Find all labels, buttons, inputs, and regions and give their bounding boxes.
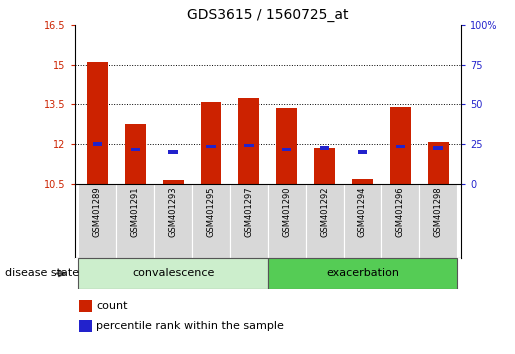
- Bar: [87, 62, 108, 184]
- Text: GSM401292: GSM401292: [320, 186, 329, 237]
- Bar: [78, 300, 92, 312]
- Bar: [306, 184, 344, 258]
- Bar: [125, 124, 146, 184]
- Bar: [277, 108, 297, 184]
- Text: convalescence: convalescence: [132, 268, 214, 279]
- Text: GSM401293: GSM401293: [168, 186, 178, 237]
- Bar: [382, 184, 419, 258]
- Bar: [78, 258, 268, 289]
- Text: exacerbation: exacerbation: [326, 268, 399, 279]
- Bar: [168, 150, 178, 154]
- Text: percentile rank within the sample: percentile rank within the sample: [96, 321, 284, 331]
- Bar: [163, 180, 183, 184]
- Bar: [396, 145, 405, 148]
- Text: disease state: disease state: [5, 268, 79, 279]
- Text: GSM401298: GSM401298: [434, 186, 443, 237]
- Bar: [358, 150, 367, 154]
- Text: GSM401295: GSM401295: [207, 186, 215, 237]
- Text: GSM401289: GSM401289: [93, 186, 102, 237]
- Bar: [192, 184, 230, 258]
- Bar: [78, 184, 116, 258]
- Bar: [268, 258, 457, 289]
- Text: count: count: [96, 301, 127, 311]
- Bar: [154, 184, 192, 258]
- Bar: [434, 147, 443, 149]
- Bar: [200, 102, 221, 184]
- Text: GSM401297: GSM401297: [244, 186, 253, 237]
- Bar: [230, 184, 268, 258]
- Bar: [116, 184, 154, 258]
- Bar: [130, 148, 140, 151]
- Bar: [320, 147, 329, 149]
- Bar: [244, 144, 253, 147]
- Text: GSM401294: GSM401294: [358, 186, 367, 237]
- Text: GSM401296: GSM401296: [396, 186, 405, 237]
- Bar: [282, 148, 291, 151]
- Text: GSM401291: GSM401291: [131, 186, 140, 237]
- Title: GDS3615 / 1560725_at: GDS3615 / 1560725_at: [187, 8, 349, 22]
- Bar: [268, 184, 306, 258]
- Text: GSM401290: GSM401290: [282, 186, 291, 237]
- Bar: [207, 145, 216, 148]
- Bar: [93, 142, 102, 145]
- Bar: [419, 184, 457, 258]
- Bar: [390, 107, 411, 184]
- Bar: [238, 98, 259, 184]
- Bar: [352, 179, 373, 184]
- Bar: [428, 142, 449, 184]
- Bar: [78, 320, 92, 332]
- Bar: [314, 148, 335, 184]
- Bar: [344, 184, 382, 258]
